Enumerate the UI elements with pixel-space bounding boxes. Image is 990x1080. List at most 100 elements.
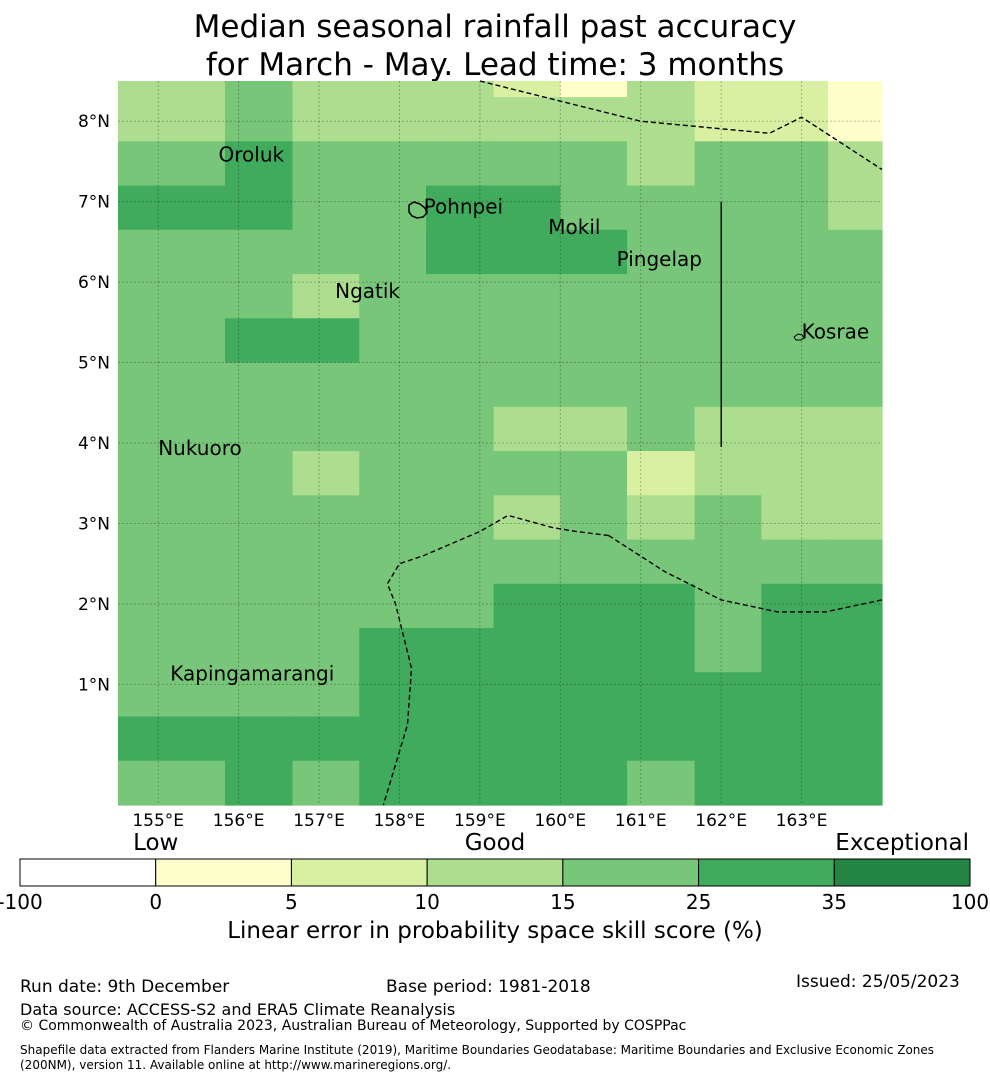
skill-cell (560, 141, 628, 187)
skill-cell (560, 760, 628, 806)
latitude-tick-label: 7°N (78, 193, 110, 213)
skill-cell (493, 141, 561, 187)
skill-cell (493, 628, 561, 673)
longitude-tick-label: 161°E (615, 811, 667, 831)
skill-cell (627, 495, 696, 541)
latitude-tick-label: 2°N (78, 595, 110, 615)
skill-cell (560, 716, 628, 762)
skill-cell (560, 672, 628, 718)
latitude-tick-label: 4°N (78, 434, 110, 454)
skill-cell (118, 141, 226, 187)
skill-cell (292, 716, 360, 762)
colorbar-swatch (562, 858, 700, 887)
skill-cell (118, 185, 226, 231)
skill-cell (560, 628, 628, 673)
skill-cell (292, 495, 360, 541)
place-labels: Oroluk Pohnpei Mokil Pingelap Ngatik Kosrae Nu… (158, 142, 869, 685)
skill-cell (627, 539, 696, 585)
skill-cell (359, 362, 427, 408)
skill-cell (560, 406, 628, 452)
skill-cell (493, 539, 561, 585)
issued-date: Issued: 25/05/2023 (796, 972, 960, 992)
skill-cell (627, 760, 696, 806)
skill-cell (627, 628, 696, 673)
skill-cell (761, 229, 829, 275)
skill-cell (828, 628, 883, 673)
skill-cell (560, 583, 628, 629)
skill-cell (118, 406, 226, 452)
skill-cell (828, 185, 883, 231)
skill-cell (118, 583, 226, 629)
skill-cell (761, 451, 829, 496)
skill-cell (118, 495, 226, 541)
skill-cell (224, 81, 294, 98)
skill-cell (426, 716, 495, 762)
colorbar-swatch (426, 858, 564, 887)
island-outlines (408, 201, 805, 341)
skill-cell (627, 185, 696, 231)
boundary-line-dashed (382, 514, 609, 806)
skill-cell (426, 628, 495, 673)
skill-cell (292, 406, 360, 452)
map-title-line-1: Median seasonal rainfall past accuracy (193, 9, 797, 45)
skill-cell (224, 716, 294, 762)
place-label: Kosrae (802, 319, 870, 343)
skill-cell (560, 495, 628, 541)
skill-cell (828, 495, 883, 541)
skill-cell (828, 672, 883, 718)
skill-cell (292, 451, 360, 496)
skill-cell (118, 274, 226, 319)
skill-cell (118, 672, 226, 718)
skill-cell (560, 81, 628, 98)
longitude-labels: 155°E 156°E 157°E 158°E 159°E 160°E 161°E 162°E… (132, 811, 827, 831)
legend-category-good: Good (464, 830, 526, 856)
map-title-line-2: for March - May. Lead time: 3 months (205, 47, 785, 83)
skill-cell (493, 318, 561, 364)
skill-cell (224, 495, 294, 541)
latitude-labels: 8°N 7°N 6°N 5°N 4°N 3°N 2°N 1°N (78, 112, 110, 695)
skill-cell (761, 760, 829, 806)
boundary-line-dashed (479, 80, 883, 171)
skill-cell (426, 583, 495, 629)
skill-cell (761, 672, 829, 718)
skill-cell (761, 318, 829, 364)
skill-cell (828, 716, 883, 762)
longitude-tick-label: 159°E (454, 811, 506, 831)
skill-cell (493, 362, 561, 408)
skill-cell (426, 362, 495, 408)
skill-cell (426, 672, 495, 718)
skill-cell (493, 274, 561, 319)
skill-cell (292, 362, 360, 408)
skill-cell (694, 716, 762, 762)
colorbar-tick-label: 5 (285, 890, 298, 914)
skill-cell (224, 229, 294, 275)
maritime-boundaries (382, 80, 883, 806)
skill-cell (224, 97, 294, 142)
colorbar-tick-label: 0 (149, 890, 162, 914)
skill-cell (627, 716, 696, 762)
place-label: Oroluk (219, 142, 285, 166)
skill-cell (627, 81, 696, 98)
skill-cell (426, 274, 495, 319)
copyright-notice: © Commonwealth of Australia 2023, Austra… (20, 1018, 687, 1034)
skill-cell (493, 81, 561, 98)
place-label: Mokil (548, 215, 600, 239)
skill-cell (493, 583, 561, 629)
longitude-tick-label: 162°E (695, 811, 747, 831)
skill-cell (493, 760, 561, 806)
colorbar-swatch (698, 858, 835, 887)
skill-cell (426, 318, 495, 364)
longitude-tick-label: 163°E (776, 811, 828, 831)
skill-cell (694, 229, 762, 275)
skill-cell (292, 274, 360, 319)
place-label: Pohnpei (424, 195, 504, 219)
skill-cell (694, 185, 762, 231)
skill-cell (828, 362, 883, 408)
skill-cell (828, 539, 883, 585)
skill-cell (560, 185, 628, 231)
skill-cell (359, 274, 427, 319)
colorbar-tick-label: 15 (550, 890, 575, 914)
colorbar-tick-label: -100 (0, 890, 43, 914)
skill-cell (761, 141, 829, 187)
skill-cell (359, 81, 427, 98)
